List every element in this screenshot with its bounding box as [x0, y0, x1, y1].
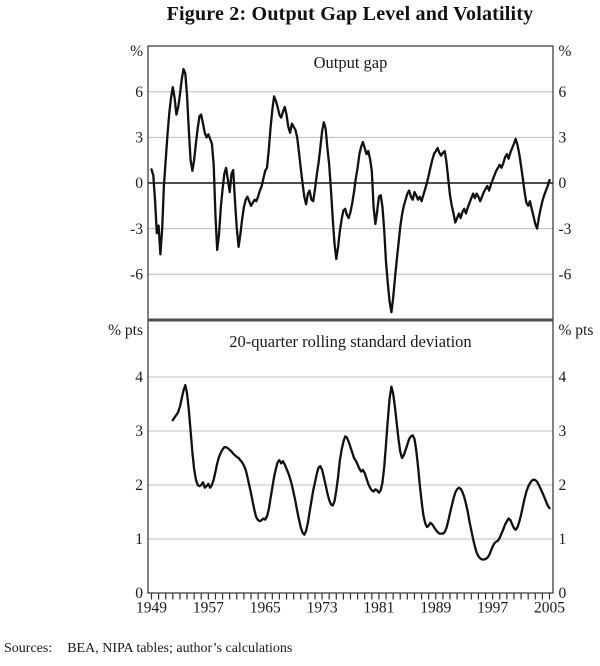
sources-label: Sources:: [4, 641, 53, 656]
top-panel-title: Output gap: [314, 53, 388, 72]
x-tick-label: 1957: [193, 600, 224, 617]
y-tick-label-right: 6: [559, 84, 567, 101]
y-tick-label-left: -6: [130, 266, 143, 283]
y-tick-label-left: 4: [135, 369, 143, 386]
y-tick-label-right: 1: [559, 531, 567, 548]
unit-label-pts-right: % pts: [559, 322, 594, 339]
y-tick-label-left: 3: [135, 130, 143, 147]
sources-note: Sources: BEA, NIPA tables; author’s calcu…: [4, 641, 292, 657]
y-tick-label-right: 0: [559, 175, 567, 192]
y-tick-label-right: 3: [559, 130, 567, 147]
bottom-panel-frame: [147, 319, 554, 594]
x-tick-label: 2005: [534, 600, 565, 617]
rolling-std-dev-line: [171, 383, 551, 561]
bottom-panel-title: 20-quarter rolling standard deviation: [229, 332, 471, 351]
x-tick-label: 1981: [363, 600, 394, 617]
y-tick-label-right: 4: [559, 369, 567, 386]
x-tick-label: 1949: [136, 600, 167, 617]
y-tick-label-left: 3: [135, 423, 143, 440]
y-tick-label-left: 6: [135, 84, 143, 101]
y-tick-label-right: 0: [559, 585, 567, 602]
y-tick-label-right: -6: [559, 266, 572, 283]
unit-label-pts-left: % pts: [108, 322, 143, 339]
x-tick-label: 1989: [420, 600, 451, 617]
x-tick-label: 1973: [307, 600, 338, 617]
y-tick-label-left: 0: [135, 585, 143, 602]
x-tick-label: 1997: [477, 600, 508, 617]
y-tick-label-right: 3: [559, 423, 567, 440]
y-tick-label-left: -3: [130, 221, 143, 238]
y-tick-label-left: 2: [135, 477, 143, 494]
y-tick-label-right: 2: [559, 477, 567, 494]
figure-title: Figure 2: Output Gap Level and Volatilit…: [166, 3, 534, 25]
y-tick-label-left: 1: [135, 531, 143, 548]
unit-label-percent-left: %: [130, 43, 143, 60]
sources-text: BEA, NIPA tables; author’s calculations: [67, 641, 293, 656]
y-tick-label-left: 0: [135, 175, 143, 192]
y-tick-label-right: -3: [559, 221, 572, 238]
output-gap-line: [150, 67, 551, 314]
x-tick-label: 1965: [250, 600, 281, 617]
unit-label-percent-right: %: [559, 43, 572, 60]
